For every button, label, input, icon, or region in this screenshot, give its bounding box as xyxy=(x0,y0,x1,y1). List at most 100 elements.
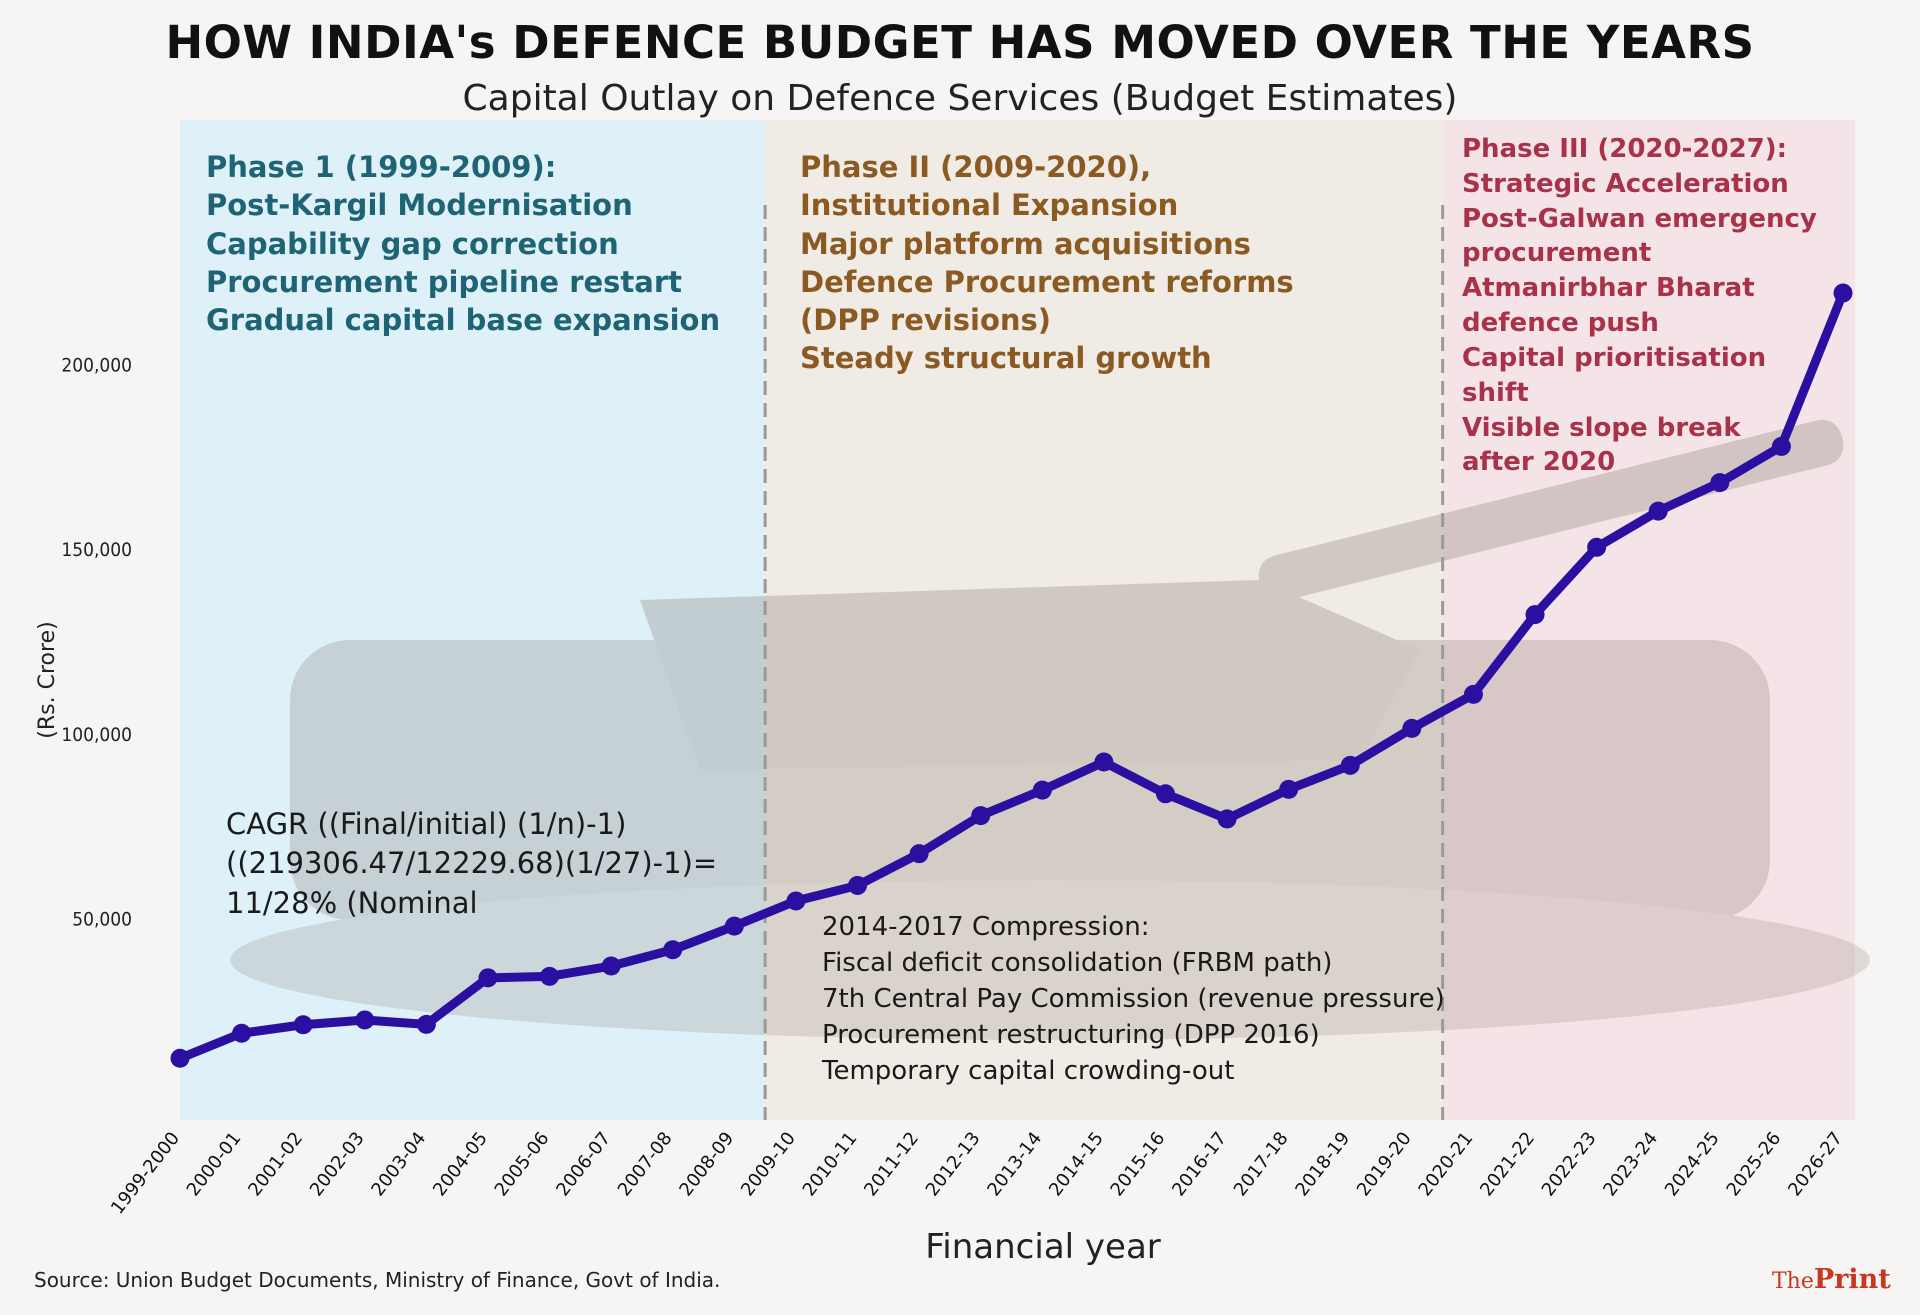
data-point xyxy=(848,875,868,895)
phase-1-line: Capability gap correction xyxy=(206,226,619,261)
tank-gun xyxy=(1258,419,1844,602)
phase-3-line: Capital prioritisation xyxy=(1462,342,1767,373)
phase-3-line: defence push xyxy=(1462,308,1659,339)
data-point xyxy=(1833,283,1853,303)
y-tick-label: 100,000 xyxy=(61,724,132,746)
phase-1-line: Post-Kargil Modernisation xyxy=(206,188,633,223)
x-tick-label: 2019-20 xyxy=(1353,1128,1416,1200)
phase-3-line: Atmanirbhar Bharat xyxy=(1462,273,1755,304)
x-tick-label: 2015-16 xyxy=(1107,1128,1170,1200)
phase-3-annotation: Phase III (2020-2027): Strategic Acceler… xyxy=(1462,132,1817,480)
data-point xyxy=(232,1023,252,1043)
x-tick-label: 2026-27 xyxy=(1784,1128,1847,1200)
tank-turret xyxy=(640,580,1420,770)
source-note: Source: Union Budget Documents, Ministry… xyxy=(34,1268,721,1292)
phase-2-line: (DPP revisions) xyxy=(800,303,1052,338)
x-tick-label: 2009-10 xyxy=(737,1128,800,1200)
compression-line: Temporary capital crowding-out xyxy=(822,1055,1235,1086)
brand-logo: ThePrint xyxy=(1772,1264,1891,1295)
chart-title: HOW INDIA's DEFENCE BUDGET HAS MOVED OVE… xyxy=(165,16,1755,69)
phase-2-line: Institutional Expansion xyxy=(800,188,1179,223)
cagr-line: ((219306.47/12229.68)(1/27)-1)= xyxy=(226,846,718,881)
x-tick-label: 2008-09 xyxy=(675,1128,738,1200)
data-point xyxy=(540,966,560,986)
x-tick-label: 2013-14 xyxy=(983,1128,1046,1200)
x-tick-label: 2023-24 xyxy=(1599,1128,1662,1200)
x-tick-label: 2016-17 xyxy=(1168,1128,1231,1200)
phase-2-line: Phase II (2009-2020), xyxy=(800,150,1152,184)
phase-1-annotation: Phase 1 (1999-2009): Post-Kargil Moderni… xyxy=(206,148,720,339)
x-tick-label: 2007-08 xyxy=(614,1128,677,1200)
phase-2-line: Major platform acquisitions xyxy=(800,226,1251,261)
data-series xyxy=(170,283,1853,1068)
cagr-annotation: CAGR ((Final/initial) (1/n)-1) ((219306.… xyxy=(226,805,717,923)
data-point xyxy=(1525,605,1545,625)
x-tick-label: 1999-2000 xyxy=(107,1128,184,1218)
x-tick-label: 2022-23 xyxy=(1538,1128,1601,1200)
data-point xyxy=(1217,809,1237,829)
data-point xyxy=(724,916,744,936)
phase-2-line: Steady structural growth xyxy=(800,341,1212,376)
data-point xyxy=(1032,780,1052,800)
phase-3-line: shift xyxy=(1462,377,1529,408)
x-tick-label: 2024-25 xyxy=(1661,1128,1724,1200)
compression-line: 2014-2017 Compression: xyxy=(822,912,1150,942)
phase-2-annotation: Phase II (2009-2020), Institutional Expa… xyxy=(800,148,1294,378)
phase-2-line: Defence Procurement reforms xyxy=(800,264,1294,299)
data-point xyxy=(786,891,806,911)
x-tick-label: 2002-03 xyxy=(306,1128,369,1200)
data-point xyxy=(1094,752,1114,772)
x-tick-label: 2005-06 xyxy=(491,1128,554,1200)
y-axis-label: (Rs. Crore) xyxy=(35,621,60,738)
x-tick-label: 2000-01 xyxy=(183,1128,246,1200)
data-point xyxy=(971,806,991,826)
y-tick-label: 150,000 xyxy=(61,539,132,561)
data-point xyxy=(1587,537,1607,557)
cagr-line: CAGR ((Final/initial) (1/n)-1) xyxy=(226,807,627,841)
y-tick-label: 50,000 xyxy=(72,909,132,931)
x-tick-label: 2025-26 xyxy=(1722,1128,1785,1200)
data-point xyxy=(1279,779,1299,799)
phase-1-line: Gradual capital base expansion xyxy=(206,303,721,338)
x-tick-label: 2001-02 xyxy=(244,1128,307,1200)
data-point xyxy=(170,1048,190,1068)
cagr-line: 11/28% (Nominal xyxy=(226,885,478,920)
data-point xyxy=(1710,473,1730,493)
phase-3-line: after 2020 xyxy=(1462,447,1616,478)
series-line xyxy=(175,288,1848,1063)
chart-subtitle: Capital Outlay on Defence Services (Budg… xyxy=(462,78,1458,119)
x-tick-label: 2018-19 xyxy=(1291,1128,1354,1200)
phase-1-line: Procurement pipeline restart xyxy=(206,264,683,299)
phase-3-line: Visible slope break xyxy=(1462,412,1741,443)
phase-3-line: Phase III (2020-2027): xyxy=(1462,134,1788,164)
x-tick-label: 2012-13 xyxy=(922,1128,985,1200)
data-point xyxy=(478,968,498,988)
y-axis: 50,000 100,000 150,000 200,000 xyxy=(61,354,132,930)
x-tick-label: 2017-18 xyxy=(1230,1128,1293,1200)
data-point xyxy=(1648,501,1668,521)
data-point xyxy=(663,940,683,960)
x-tick-label: 2003-04 xyxy=(367,1128,430,1200)
x-tick-label: 2014-15 xyxy=(1045,1128,1108,1200)
phase-3-line: Strategic Acceleration xyxy=(1462,168,1789,199)
x-tick-label: 2010-11 xyxy=(799,1128,862,1200)
x-tick-label: 2011-12 xyxy=(860,1128,923,1200)
phase-3-line: Post-Galwan emergency xyxy=(1462,203,1817,234)
phase-bands xyxy=(180,120,1855,1120)
data-point xyxy=(1463,684,1483,704)
phase-band-2 xyxy=(765,120,1443,1120)
data-point xyxy=(416,1014,436,1034)
tank-hull xyxy=(290,640,1770,920)
compression-line: Fiscal deficit consolidation (FRBM path) xyxy=(822,947,1333,978)
data-point xyxy=(601,956,621,976)
data-point xyxy=(1402,718,1422,738)
phase-3-line: procurement xyxy=(1462,238,1652,269)
data-point xyxy=(293,1015,313,1035)
tank-tracks xyxy=(230,880,1870,1040)
x-tick-label: 2021-22 xyxy=(1476,1128,1539,1200)
x-axis-label: Financial year xyxy=(925,1227,1161,1267)
phase-1-line: Phase 1 (1999-2009): xyxy=(206,150,557,184)
x-tick-label: 2020-21 xyxy=(1415,1128,1478,1200)
